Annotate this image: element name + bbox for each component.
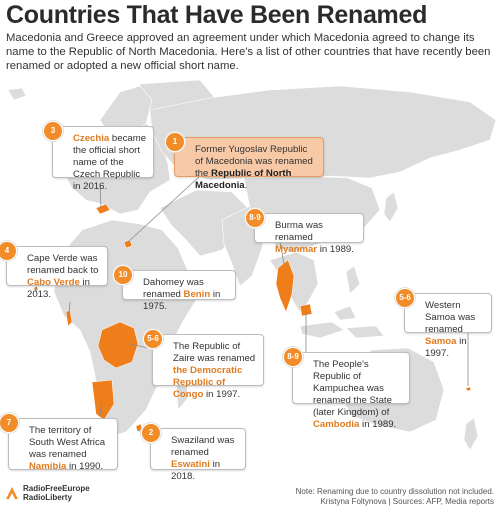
drc-shape (97, 321, 139, 369)
myanmar-shape (275, 259, 295, 313)
callout-czechia-text: became the official short name of the Cz… (73, 133, 147, 192)
logo-line-1: RadioFreeEurope (23, 484, 90, 493)
callout-eswatini-suffix: in 2018. (171, 459, 221, 482)
callout-cambodia-suffix: in 1989. (359, 419, 397, 430)
callout-namibia-suffix: in 1990. (66, 461, 104, 472)
callout-benin-text: Dahomey was renamed (143, 277, 204, 300)
rferl-logo-icon (6, 487, 18, 499)
callout-cambodia-name: Cambodia (313, 419, 360, 430)
badge-samoa: 5-6 (395, 288, 415, 308)
callout-benin-name: Benin (183, 289, 211, 300)
north-macedonia-shape (123, 239, 133, 249)
footer-note-text: Note: Renaming due to country dissolutio… (295, 487, 494, 496)
callout-samoa-name: Samoa (425, 336, 457, 347)
callout-eswatini-text: Swaziland was renamed (171, 435, 235, 458)
callout-myanmar-suffix: in 1989. (317, 244, 354, 255)
philippines-shape (345, 265, 361, 295)
callout-drc: 5-6 The Republic of Zaire was renamed th… (143, 329, 264, 400)
callout-benin: 10 Dahomey was renamed Benin in 1975. (113, 265, 236, 312)
badge-cambodia: 8-9 (283, 347, 303, 367)
logo-line-2: RadioLiberty (23, 493, 72, 502)
callout-cabo-verde-name: Cabo Verde (27, 277, 80, 288)
callout-north-macedonia-text: Former Yugoslav Republic of Macedonia wa… (195, 144, 313, 179)
indonesia-shape (299, 305, 385, 339)
leader-lines (35, 175, 469, 439)
footer-note: Note: Renaming due to country dissolutio… (296, 487, 494, 507)
iceland-shape (7, 87, 27, 101)
callout-north-macedonia-suffix: . (244, 180, 248, 191)
czechia-shape (95, 203, 111, 215)
callout-myanmar-text: Burma was renamed (275, 220, 323, 243)
callout-benin-suffix: in 1975. (143, 289, 221, 312)
page-title: Countries That Have Been Renamed (6, 1, 428, 29)
badge-cabo-verde: 4 (0, 241, 17, 261)
callout-north-macedonia: 1 Former Yugoslav Republic of Macedonia … (165, 132, 324, 191)
callout-drc-suffix: in 1997. (203, 389, 241, 400)
rferl-logo: RadioFreeEurope RadioLiberty (4, 484, 90, 502)
badge-drc: 5-6 (143, 329, 163, 349)
callout-myanmar-name: Myanmar (275, 244, 318, 255)
benin-leader (68, 301, 71, 315)
callout-cambodia: 8-9 The People's Republic of Kampuchea w… (283, 347, 410, 430)
badge-myanmar: 8-9 (245, 208, 265, 228)
callout-drc-text: The Republic of Zaire was renamed (173, 341, 256, 364)
badge-benin: 10 (113, 265, 133, 285)
japan-shape (383, 191, 399, 223)
samoa-shape (465, 386, 472, 392)
myanmar-leader (279, 241, 285, 265)
callout-north-macedonia-name: Republic of North Macedonia (195, 168, 292, 191)
callout-namibia-text: The territory of South West Africa was r… (29, 425, 106, 460)
callout-cabo-verde: 4 Cape Verde was renamed back to Cabo Ve… (0, 241, 108, 300)
callout-czechia: 3 Czechia became the official short name… (43, 121, 154, 192)
callout-cabo-verde-suffix: in 2013. (27, 277, 90, 300)
badge-namibia: 7 (0, 413, 19, 433)
renamed-countries (33, 203, 472, 432)
callout-eswatini: 2 Swaziland was renamed Eswatini in 2018… (141, 423, 246, 482)
callout-drc-name: the Democratic Republic of Congo (173, 365, 243, 400)
badge-north-macedonia: 1 (165, 132, 185, 152)
north-macedonia-leader (127, 175, 201, 243)
callout-cabo-verde-text: Cape Verde was renamed back to (27, 253, 99, 276)
namibia-leader (99, 397, 103, 417)
callout-cambodia-text: The People's Republic of Kampuchea was r… (313, 359, 392, 418)
drc-leader (129, 343, 149, 349)
footer-credit: Kristyna Foltynova | Sources: AFP, Media… (320, 497, 494, 506)
callout-czechia-name: Czechia (73, 133, 110, 144)
cambodia-shape (299, 303, 313, 317)
callout-samoa-suffix: in 1997. (425, 336, 467, 359)
badge-czechia: 3 (43, 121, 63, 141)
benin-shape (65, 309, 73, 327)
callout-namibia: 7 The territory of South West Africa was… (0, 413, 118, 472)
callout-samoa: 5-6 Western Samoa was renamed Samoa in 1… (395, 288, 492, 359)
badge-eswatini: 2 (141, 423, 161, 443)
new-zealand-shape (463, 417, 479, 451)
callout-namibia-name: Namibia (29, 461, 67, 472)
page-subtitle: Macedonia and Greece approved an agreeme… (6, 32, 491, 72)
callout-eswatini-name: Eswatini (171, 459, 210, 470)
callout-myanmar: 8-9 Burma was renamed Myanmar in 1989. (245, 208, 364, 255)
callout-samoa-text: Western Samoa was renamed (425, 300, 476, 335)
czechia-leader (99, 183, 102, 209)
